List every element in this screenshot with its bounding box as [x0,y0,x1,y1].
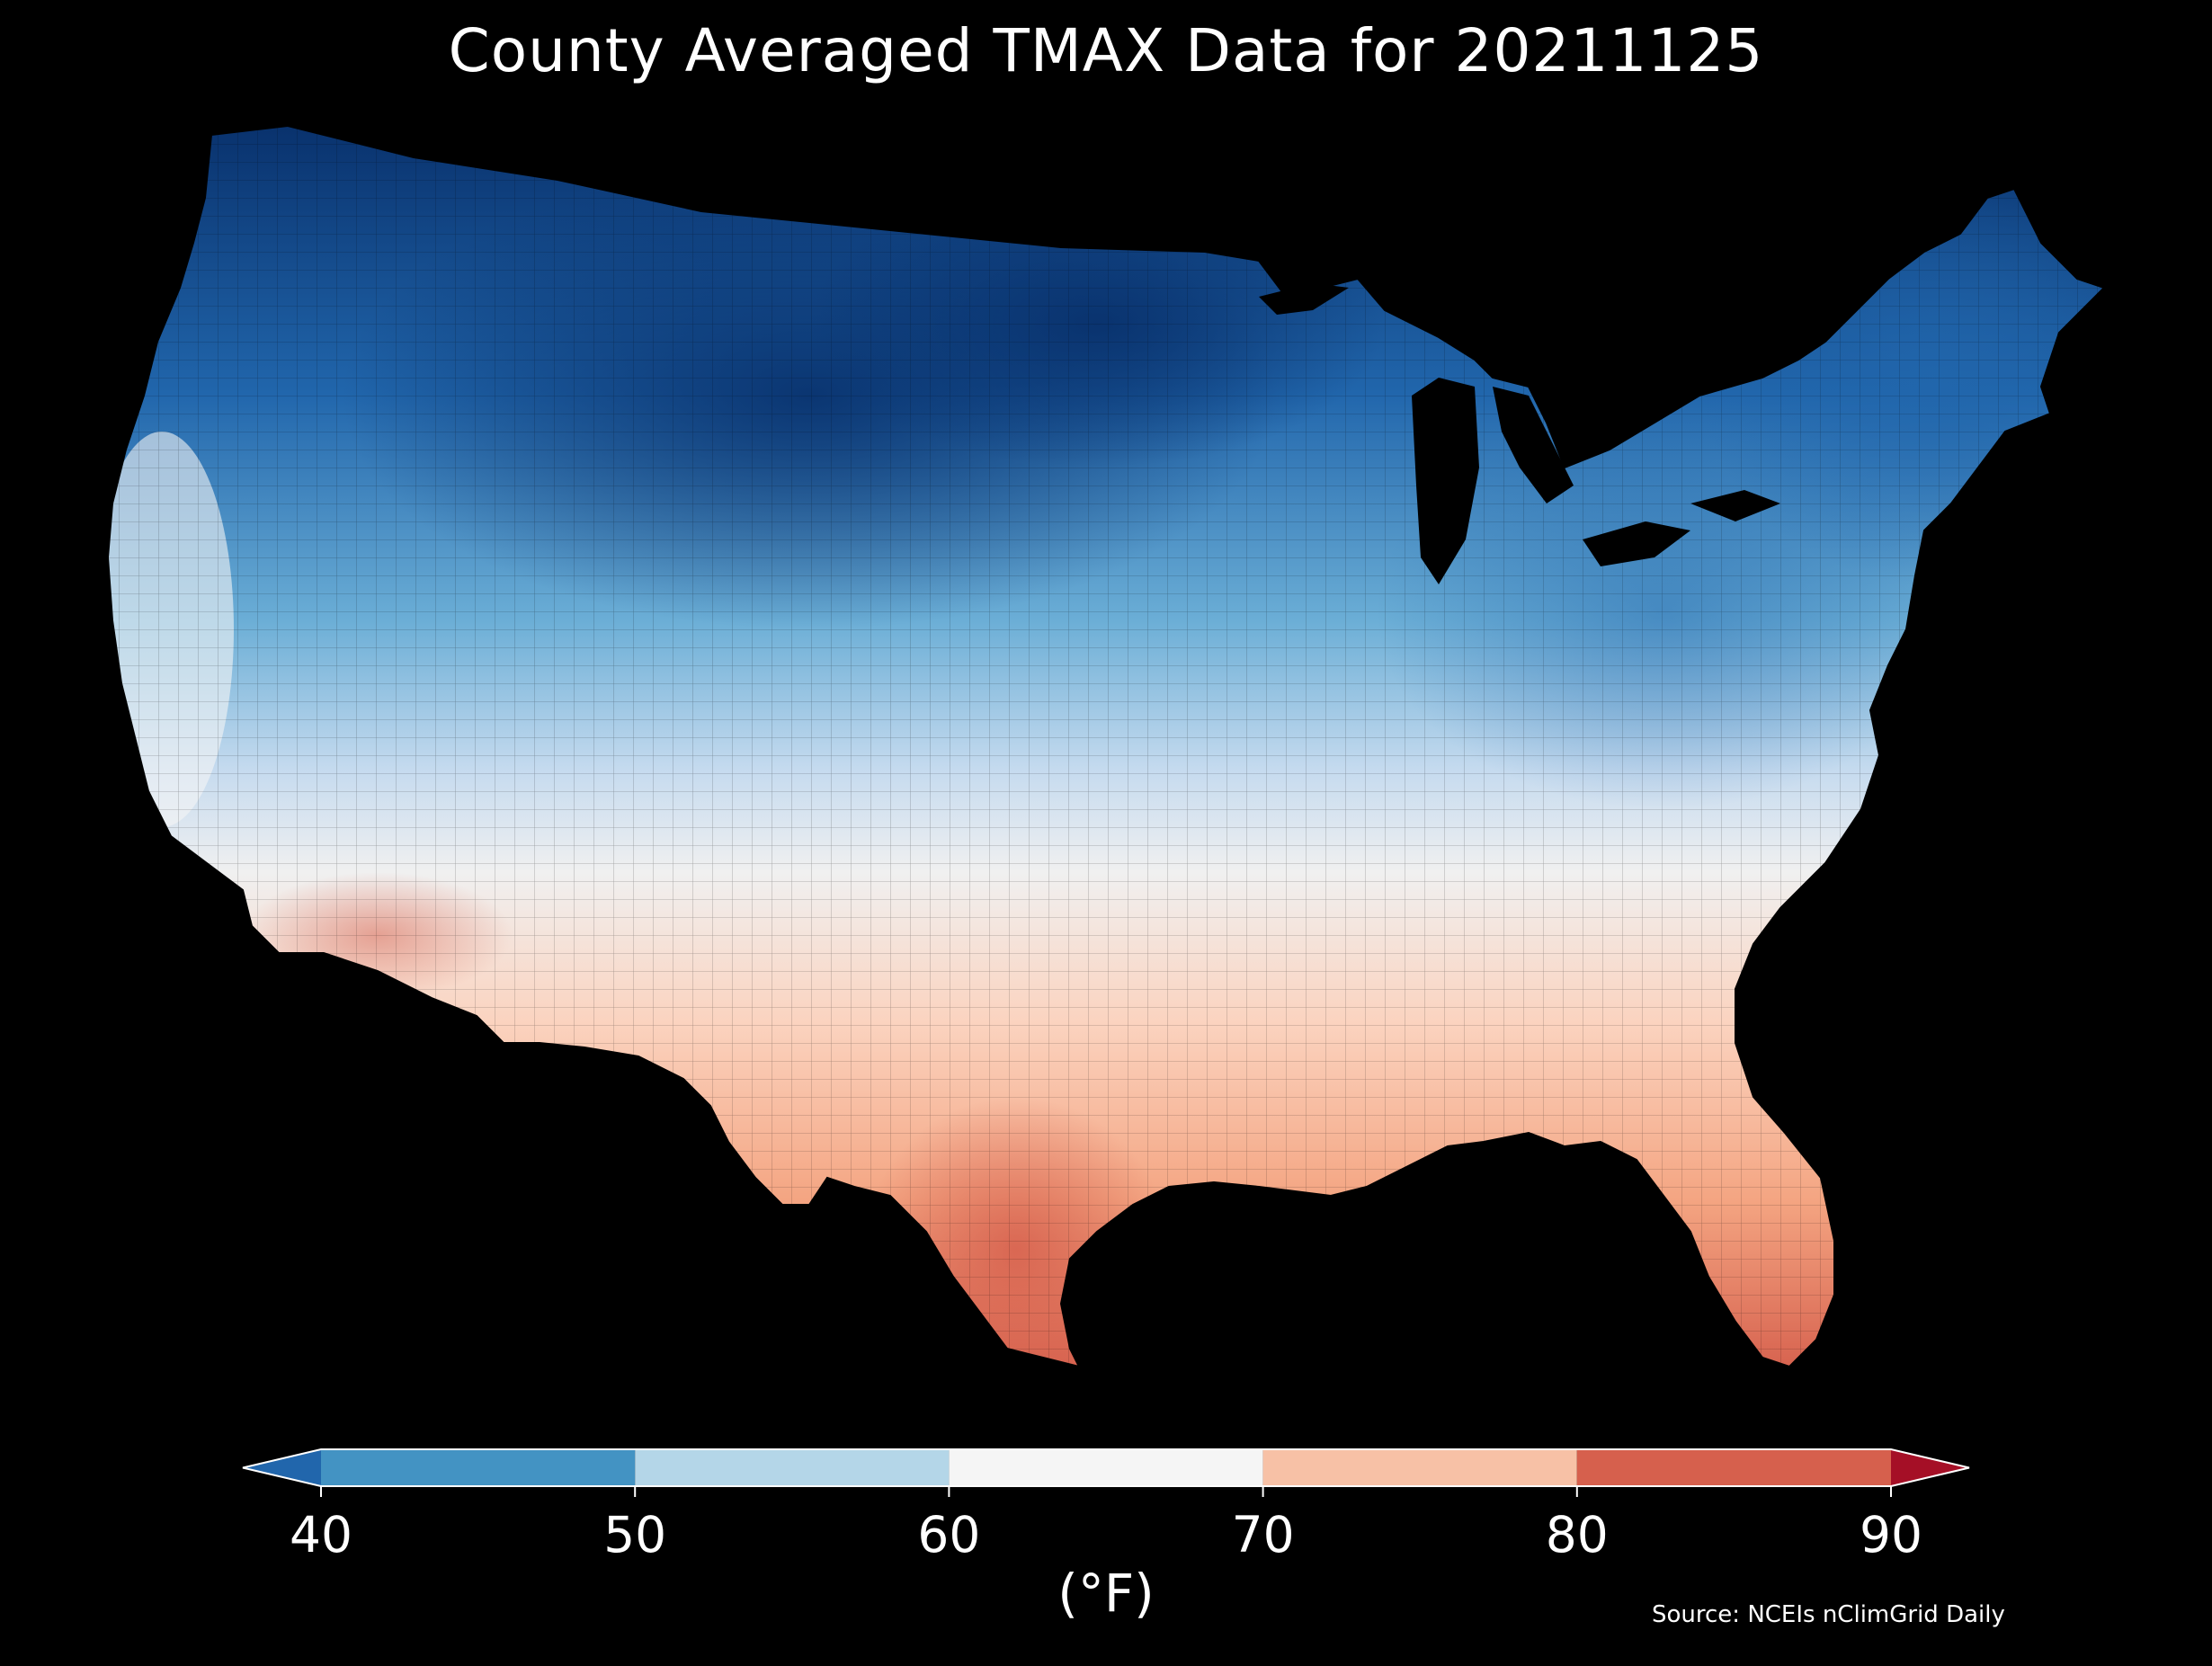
colorbar-bin-60-70 [949,1449,1263,1486]
colorbar-tick-label: 70 [1231,1506,1295,1564]
colorbar-bin-50-60 [635,1449,950,1486]
map-title: County Averaged TMAX Data for 20211125 [448,16,1764,85]
colorbar-over-extension [1891,1449,1969,1486]
colorbar-tick-label: 40 [290,1506,352,1564]
colorbar-tick-label: 80 [1545,1506,1609,1564]
colorbar-tick-label: 50 [603,1506,667,1564]
colorbar-under-extension [243,1449,321,1486]
colorbar-bin-40-50 [321,1449,636,1486]
colorbar-tick-label: 60 [917,1506,981,1564]
colorbar-bin-80-90 [1576,1449,1891,1486]
colorbar-label: (°F) [1057,1563,1155,1624]
colorbar-bin-70-80 [1262,1449,1577,1486]
colorbar-tick-label: 90 [1860,1506,1922,1564]
source-credit: Source: NCEIs nClimGrid Daily [1652,1601,2005,1628]
great-lakes [1259,283,1780,584]
